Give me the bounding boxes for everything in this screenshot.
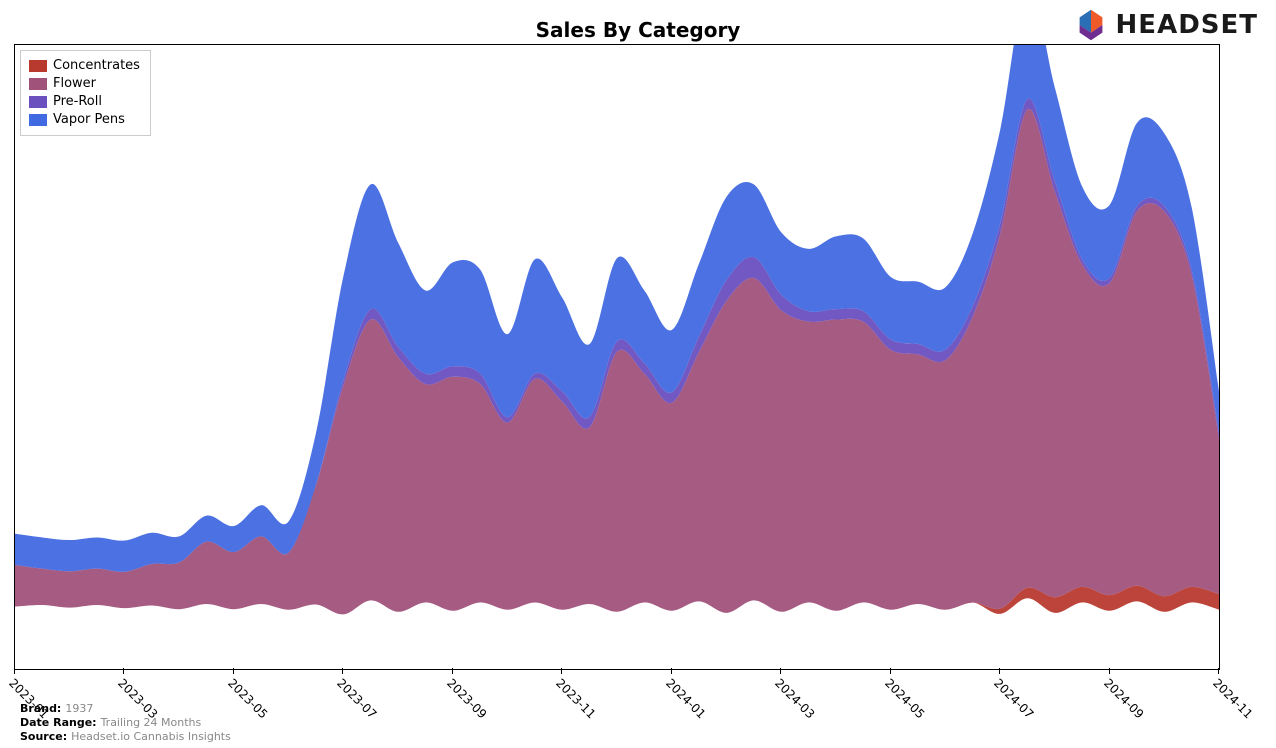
x-tick-mark [233,668,234,674]
legend-item: Vapor Pens [29,111,140,129]
legend-item: Pre-Roll [29,93,140,111]
x-tick-mark [1218,668,1219,674]
area-chart-svg [15,45,1219,669]
x-tick-mark [342,668,343,674]
x-tick-label: 2024-03 [772,676,817,721]
x-tick-label: 2024-09 [1101,676,1146,721]
legend-label: Flower [53,75,96,93]
x-tick-mark [671,668,672,674]
brand-logo-text: HEADSET [1116,10,1258,40]
meta-row: Date Range: Trailing 24 Months [20,716,201,729]
meta-label: Brand: [20,702,61,715]
x-tick-mark [452,668,453,674]
meta-value: Trailing 24 Months [101,716,202,729]
x-tick-label: 2023-03 [116,676,161,721]
x-tick-label: 2023-07 [334,676,379,721]
chart-root: Sales By Category HEADSET ConcentratesFl… [0,0,1276,748]
brand-logo: HEADSET [1072,6,1258,44]
x-tick-mark [14,668,15,674]
x-tick-label: 2023-05 [225,676,270,721]
legend-item: Flower [29,75,140,93]
meta-value: 1937 [65,702,93,715]
x-tick-mark [780,668,781,674]
legend-label: Concentrates [53,57,140,75]
legend-swatch [29,78,47,90]
x-tick-mark [123,668,124,674]
legend-label: Pre-Roll [53,93,102,111]
legend-label: Vapor Pens [53,111,125,129]
headset-logo-icon [1072,6,1110,44]
x-tick-mark [1109,668,1110,674]
x-tick-mark [890,668,891,674]
legend-item: Concentrates [29,57,140,75]
x-tick-label: 2024-11 [1210,676,1255,721]
plot-area [14,44,1220,670]
meta-label: Date Range: [20,716,97,729]
x-tick-label: 2024-07 [991,676,1036,721]
legend: ConcentratesFlowerPre-RollVapor Pens [20,50,151,136]
legend-swatch [29,60,47,72]
legend-swatch [29,114,47,126]
meta-row: Source: Headset.io Cannabis Insights [20,730,231,743]
meta-label: Source: [20,730,67,743]
meta-row: Brand: 1937 [20,702,93,715]
legend-swatch [29,96,47,108]
x-tick-label: 2023-09 [444,676,489,721]
meta-value: Headset.io Cannabis Insights [71,730,231,743]
x-tick-label: 2023-11 [553,676,598,721]
x-tick-label: 2024-05 [882,676,927,721]
x-tick-mark [561,668,562,674]
x-tick-label: 2024-01 [663,676,708,721]
x-tick-mark [999,668,1000,674]
